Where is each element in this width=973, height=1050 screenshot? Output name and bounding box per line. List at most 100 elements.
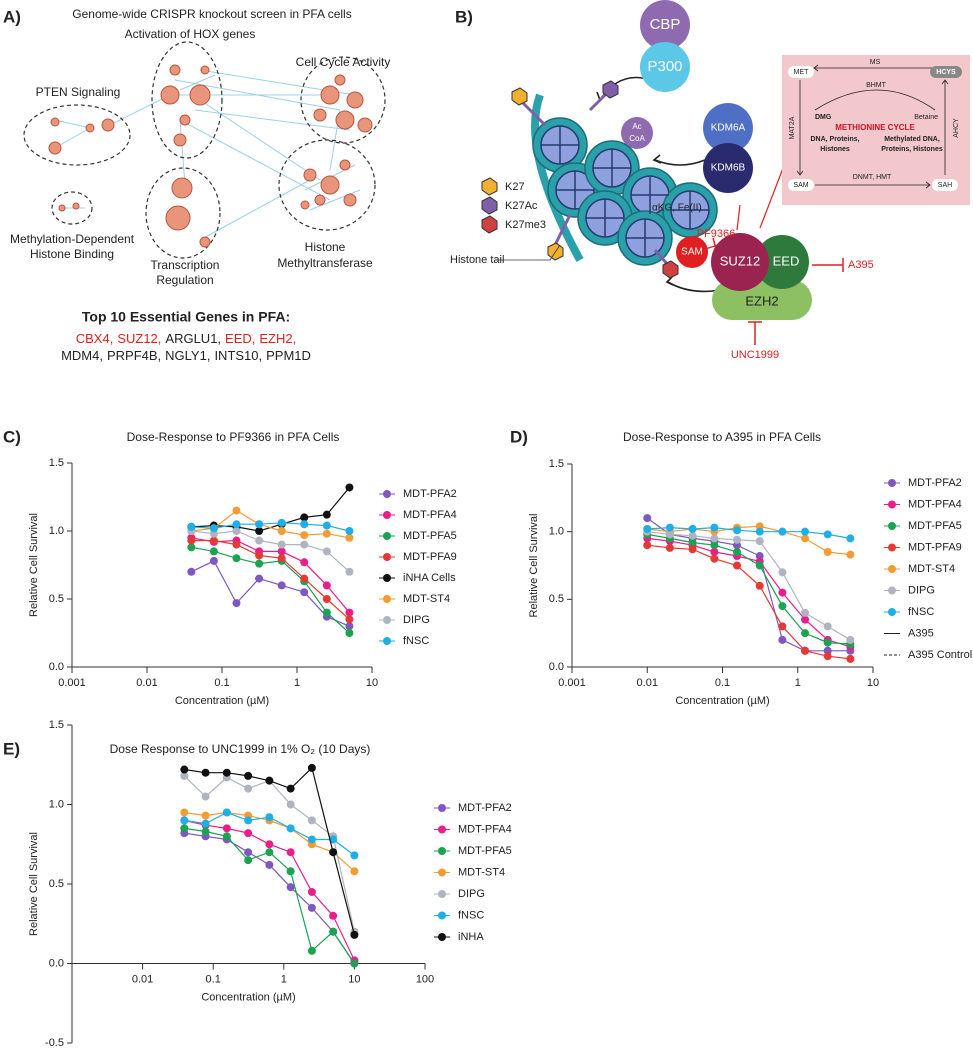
data-point <box>350 930 359 939</box>
legend-label: A395 <box>908 627 934 639</box>
data-point <box>307 903 316 912</box>
data-point <box>180 771 189 780</box>
x-tick-label: 1 <box>281 973 287 985</box>
shape-path <box>541 126 709 257</box>
data-point <box>710 554 719 563</box>
shape-circle <box>303 168 317 182</box>
panel-label: C) <box>3 427 21 446</box>
data-point <box>345 615 354 624</box>
data-point <box>755 527 764 536</box>
shape-ellipse <box>278 139 376 231</box>
y-tick-label: 0.5 <box>49 593 64 605</box>
data-point <box>846 635 855 644</box>
legend-marker <box>438 911 446 920</box>
data-point <box>643 541 652 550</box>
data-point <box>209 524 218 533</box>
data-point <box>755 537 764 546</box>
cycle-title: METHIONINE CYCLE <box>835 123 915 132</box>
gene: PRPF4B, <box>107 348 161 363</box>
data-point <box>688 545 697 554</box>
shape-ellipse <box>300 56 386 144</box>
legend-marker <box>888 500 896 509</box>
annotation: Histone tail <box>450 254 504 266</box>
data-point <box>300 588 309 597</box>
data-point <box>350 867 359 876</box>
data-point <box>232 554 241 563</box>
y-axis-label: Relative Cell Survival <box>528 514 540 618</box>
data-point <box>733 535 742 544</box>
legend-marker <box>888 543 896 552</box>
data-point <box>265 860 274 869</box>
shape-path <box>813 64 935 72</box>
data-point <box>345 567 354 576</box>
shape-path <box>815 181 931 189</box>
data-point <box>778 602 787 611</box>
y-tick-label: 1.0 <box>49 525 64 537</box>
data-point <box>801 646 810 655</box>
cluster-label: PTEN Signaling <box>36 85 121 99</box>
data-point <box>222 824 231 833</box>
metabolite-label: SAM <box>793 182 808 189</box>
data-point <box>209 536 218 545</box>
shape-circle <box>343 193 357 207</box>
shape-circle <box>50 117 60 127</box>
series-line <box>647 533 851 645</box>
legend-label: fNSC <box>403 635 429 647</box>
data-point <box>823 652 832 661</box>
gene: PPM1D <box>266 348 311 363</box>
protein-label: KDM6B <box>711 163 746 174</box>
data-point <box>277 554 286 563</box>
data-point <box>201 827 210 836</box>
legend-label: fNSC <box>908 606 934 618</box>
legend-marker <box>383 511 391 519</box>
series-line <box>647 531 851 641</box>
shape-ellipse <box>23 104 131 166</box>
data-point <box>778 527 787 536</box>
data-point <box>180 765 189 774</box>
x-tick-label: 0.01 <box>132 973 153 985</box>
data-point <box>329 848 338 857</box>
data-point <box>801 534 810 543</box>
shape-line <box>194 109 351 131</box>
panel-title: Genome-wide CRISPR knockout screen in PF… <box>72 7 351 21</box>
data-point <box>180 816 189 825</box>
y-tick-label: 1.0 <box>549 526 564 538</box>
data-point <box>300 540 309 549</box>
shape-line <box>199 179 311 241</box>
data-point <box>345 533 354 542</box>
legend-label: A395 Control <box>908 649 972 661</box>
legend-label: K27 <box>505 181 525 193</box>
data-point <box>300 520 309 529</box>
shape-path <box>588 93 607 112</box>
gene: EED, <box>225 331 255 346</box>
series-line <box>647 537 851 648</box>
data-point <box>201 768 210 777</box>
shape-circle <box>199 236 211 248</box>
data-point <box>688 538 697 547</box>
data-point <box>277 581 286 590</box>
data-point <box>643 514 652 523</box>
data-point <box>801 608 810 617</box>
data-point <box>244 848 253 857</box>
legend-label: MDT-PFA4 <box>403 509 457 521</box>
cluster-label: Methyltransferase <box>277 256 373 270</box>
y-tick-label: 0.5 <box>549 593 564 605</box>
legend-label: MDT-PFA5 <box>403 530 457 542</box>
x-tick-label: 0.1 <box>715 677 730 689</box>
shape-circle <box>711 233 769 291</box>
shape-polygon <box>602 80 619 99</box>
shape-line <box>179 119 186 186</box>
y-tick-label: 0.0 <box>49 661 64 673</box>
data-point <box>265 848 274 857</box>
panel-label: D) <box>510 427 528 446</box>
data-point <box>255 520 264 529</box>
metabolite-label: Histones <box>820 146 850 153</box>
legend-label: K27me3 <box>505 219 546 231</box>
enzyme-label: BHMT <box>866 82 887 89</box>
data-point <box>710 547 719 556</box>
inhibitor-label: A395 <box>848 259 874 271</box>
data-point <box>307 835 316 844</box>
gene: NGLY1, <box>165 348 210 363</box>
chart-title: Dose-Response to PF9366 in PFA Cells <box>127 430 340 444</box>
shape-circle <box>314 194 326 206</box>
